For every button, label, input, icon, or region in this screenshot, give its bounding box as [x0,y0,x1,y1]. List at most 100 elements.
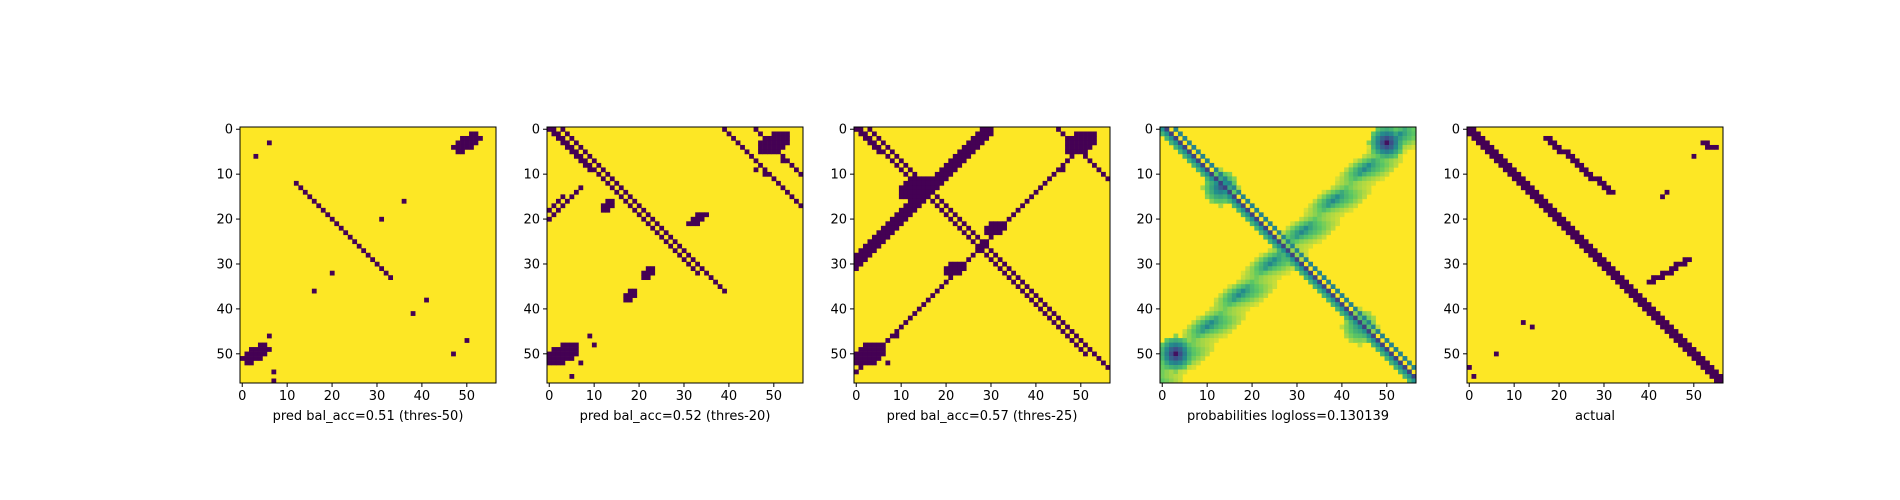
heatmap-cell [1065,144,1070,150]
heatmap-cell [1195,162,1201,168]
heatmap-cell [921,194,927,200]
heatmap-cell [1303,207,1309,213]
heatmap-cell [1020,288,1025,294]
heatmap-cell [1407,131,1412,137]
heatmap-cell [1254,270,1260,276]
y-tick-label: 0 [839,123,847,138]
heatmap-cell [1191,356,1197,361]
heatmap-cell [329,216,335,222]
heatmap-cell [970,144,976,150]
heatmap-cell [1020,203,1025,209]
heatmap-cell [1393,127,1399,132]
heatmap-cell [1213,185,1219,191]
heatmap-cell [1218,324,1224,330]
heatmap-cell [1326,293,1331,298]
heatmap-cell [1299,243,1305,249]
x-axis-label: pred bal_acc=0.52 (thres-20) [580,409,771,424]
heatmap-cell [1353,320,1358,325]
heatmap-cell [771,144,777,150]
heatmap-cell [551,351,557,357]
heatmap-cell [1254,284,1260,289]
heatmap-cell [903,207,909,213]
heatmap-cell [1240,288,1246,294]
heatmap-cell [907,189,913,195]
y-tick-label: 40 [216,302,233,317]
heatmap-cell [1628,288,1634,294]
heatmap-cell [1195,342,1201,348]
heatmap-cell [1195,360,1201,366]
heatmap-cell [1579,162,1585,168]
x-tick-label: 40 [721,389,738,404]
heatmap-cell [880,351,886,357]
heatmap-cell [1227,297,1233,303]
heatmap-cell [424,297,429,303]
heatmap-cell [1384,351,1390,357]
heatmap-cell [311,198,317,204]
heatmap-cell [1402,140,1408,146]
heatmap-cell [1534,189,1540,195]
heatmap-cell [925,180,931,186]
heatmap-cell [578,158,584,164]
heatmap-cell [1222,311,1228,316]
heatmap-cell [1276,248,1282,254]
heatmap-cell [1321,225,1327,231]
axes-frame [853,126,1111,384]
heatmap-cell [1398,153,1403,159]
heatmap-cell [1475,131,1481,137]
heatmap-cell [1056,127,1061,132]
heatmap-cell [1240,297,1246,303]
heatmap-cell [1281,261,1287,267]
heatmap-cell [858,131,864,137]
heatmap-cell [253,356,259,361]
heatmap-cell [1227,284,1233,289]
heatmap-cell [609,176,615,182]
heatmap-cell [858,252,864,258]
heatmap-cell [952,167,958,173]
heatmap-cell [1281,239,1287,245]
heatmap-cell [1204,180,1210,186]
heatmap-cell [903,212,909,218]
heatmap-cell [921,185,927,191]
heatmap-cell [1024,198,1030,204]
heatmap-cell [1380,351,1385,357]
heatmap-cell [916,194,922,200]
heatmap-cell [916,198,922,204]
heatmap-cell [1335,194,1340,200]
heatmap-cell [1348,338,1354,343]
heatmap-cell [469,131,474,137]
heatmap-cell [1678,261,1683,267]
heatmap-cell [1344,320,1349,325]
heatmap-cell [370,257,376,263]
heatmap-cell [907,203,913,209]
heatmap-cell [966,144,972,150]
heatmap-cell [1326,230,1331,236]
heatmap-cell [1290,239,1296,245]
heatmap-cell [1002,261,1008,267]
heatmap-cell [1272,257,1278,263]
heatmap-cell [785,189,790,195]
heatmap-cell [1326,198,1331,204]
heatmap-cell [930,180,936,186]
heatmap-cell [266,347,272,352]
heatmap-cell [1240,270,1246,276]
heatmap-cell [1380,135,1385,141]
heatmap-cell [307,194,313,200]
heatmap-cell [1407,135,1412,141]
heatmap-cell [1565,230,1571,236]
heatmap-cell [1389,140,1394,146]
heatmap-cell [1398,144,1403,150]
heatmap-cell [1254,221,1260,227]
heatmap-cell [1078,131,1084,137]
heatmap-cell [1393,144,1399,150]
heatmap-cell [785,140,790,146]
heatmap-cell [298,185,304,191]
heatmap-cell [1335,306,1340,312]
heatmap-cell [1290,225,1296,231]
heatmap-cell [1664,270,1670,276]
heatmap-cell [1276,230,1282,236]
heatmap-cell [1290,248,1296,254]
heatmap-cell [1402,369,1408,375]
heatmap-cell [1520,320,1526,325]
heatmap-cell [1317,216,1322,222]
